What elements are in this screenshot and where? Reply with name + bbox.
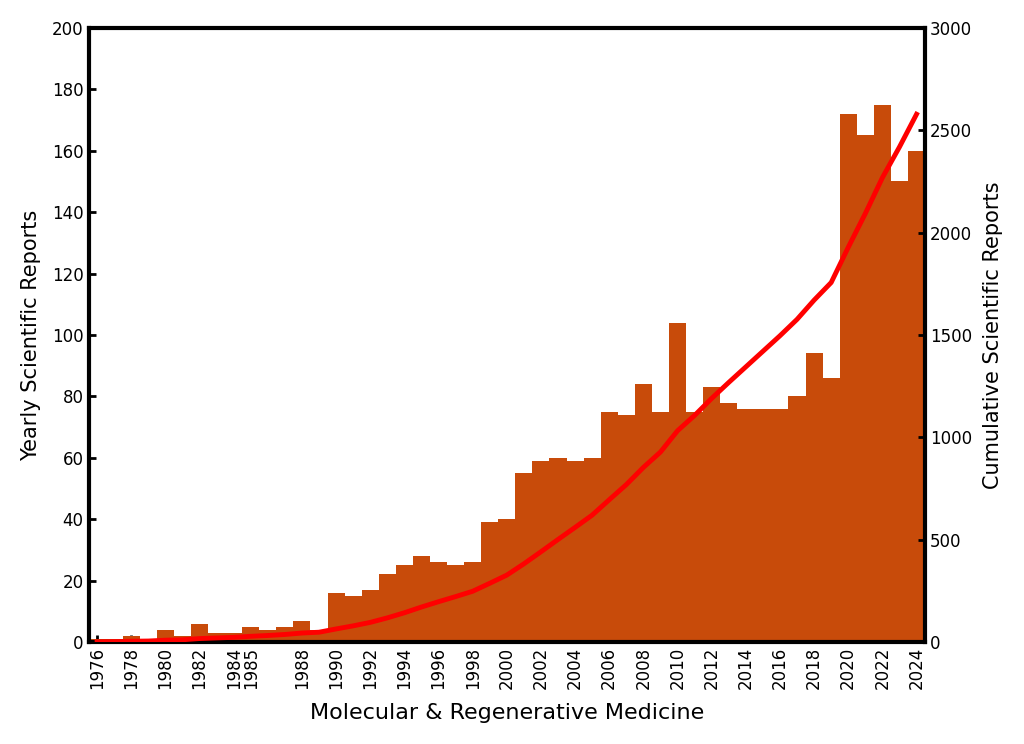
Bar — [276, 626, 294, 642]
Bar — [139, 639, 157, 642]
Bar — [481, 522, 499, 642]
Bar — [635, 384, 652, 642]
X-axis label: Molecular & Regenerative Medicine: Molecular & Regenerative Medicine — [309, 703, 703, 723]
Bar — [328, 593, 345, 642]
Bar — [447, 565, 464, 642]
Bar — [873, 105, 891, 642]
Bar — [413, 556, 430, 642]
Bar — [123, 636, 139, 642]
Bar — [379, 574, 396, 642]
Bar — [515, 473, 532, 642]
Bar — [788, 397, 806, 642]
Bar — [908, 151, 925, 642]
Bar — [310, 629, 328, 642]
Bar — [771, 408, 788, 642]
Bar — [669, 323, 686, 642]
Bar — [225, 633, 243, 642]
Bar — [174, 636, 191, 642]
Bar — [806, 353, 822, 642]
Bar — [345, 596, 361, 642]
Bar — [550, 458, 566, 642]
Bar — [703, 387, 720, 642]
Bar — [720, 403, 737, 642]
Bar — [88, 639, 105, 642]
Bar — [430, 562, 447, 642]
Bar — [464, 562, 481, 642]
Y-axis label: Yearly Scientific Reports: Yearly Scientific Reports — [20, 209, 41, 461]
Bar — [532, 461, 550, 642]
Bar — [157, 629, 174, 642]
Bar — [840, 114, 857, 642]
Bar — [755, 408, 771, 642]
Bar — [857, 135, 873, 642]
Bar — [652, 411, 669, 642]
Bar — [243, 626, 259, 642]
Bar — [891, 182, 908, 642]
Bar — [191, 623, 208, 642]
Bar — [259, 629, 276, 642]
Bar — [208, 633, 225, 642]
Bar — [822, 378, 840, 642]
Bar — [601, 411, 617, 642]
Bar — [294, 620, 310, 642]
Bar — [617, 415, 635, 642]
Bar — [737, 408, 755, 642]
Bar — [566, 461, 584, 642]
Bar — [499, 519, 515, 642]
Bar — [686, 411, 703, 642]
Bar — [584, 458, 601, 642]
Bar — [396, 565, 413, 642]
Y-axis label: Cumulative Scientific Reports: Cumulative Scientific Reports — [983, 182, 1004, 489]
Bar — [105, 639, 123, 642]
Bar — [361, 590, 379, 642]
